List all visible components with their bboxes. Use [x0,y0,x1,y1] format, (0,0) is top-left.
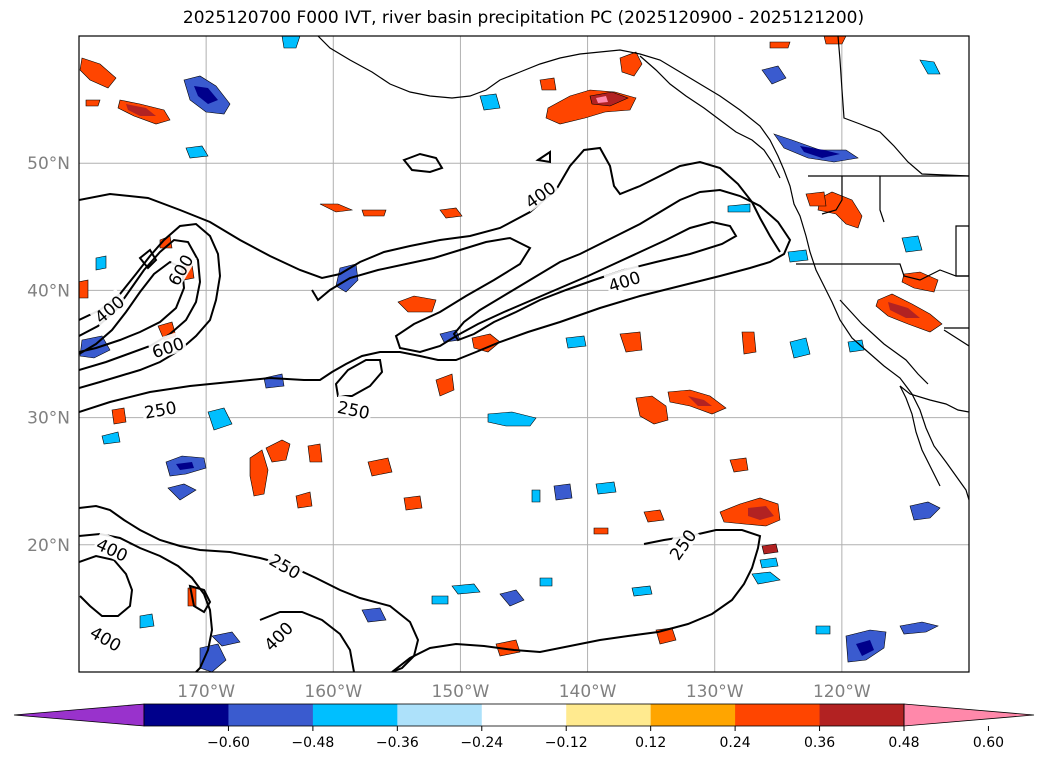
colorbar-segment [735,704,821,726]
lon-tick-label: 170°W [177,682,235,702]
colorbar-extend-min [13,703,145,727]
lon-tick-label: 160°W [304,682,362,702]
map-border [78,35,970,673]
lon-tick-label: 140°W [559,682,617,702]
map-title: 2025120700 F000 IVT, river basin precipi… [182,8,865,28]
coastlines [317,36,969,501]
colorbar-segment [228,704,314,726]
colorbar-tick-label: 0.60 [973,735,1004,751]
precip-negative-patches [79,36,941,672]
lon-tick-label: 130°W [686,682,744,702]
colorbar-segment [144,704,229,726]
colorbar: −0.60 −0.48 −0.36 −0.24 −0.12 0.12 0.24 0.36 0.4… [13,703,1035,751]
colorbar-segment [397,704,483,726]
lat-tick-label: 20°N [27,536,70,556]
lat-tick-label: 50°N [27,154,70,174]
colorbar-extend-max [903,703,1035,727]
lon-tick-label: 150°W [432,682,490,702]
colorbar-tick-label: −0.36 [376,735,419,751]
colorbar-segment [481,704,567,726]
latitude-tick-labels: 50°N 40°N 30°N 20°N [27,154,70,556]
colorbar-segment [650,704,736,726]
colorbar-segment [566,704,652,726]
map-background [79,36,969,672]
colorbar-segment [819,704,905,726]
colorbar-segment [312,704,398,726]
colorbar-tick-label: 0.48 [888,735,919,751]
colorbar-frame [143,703,905,727]
lon-tick-label: 120°W [813,682,871,702]
colorbar-tick-label: 0.12 [635,735,666,751]
lat-tick-label: 30°N [27,409,70,429]
colorbar-tick-label: 0.36 [804,735,835,751]
lat-tick-label: 40°N [27,281,70,301]
colorbar-tick-label: −0.12 [545,735,588,751]
colorbar-tick-label: −0.48 [291,735,334,751]
colorbar-tick-label: 0.24 [720,735,751,751]
longitude-tick-labels: 170°W 160°W 150°W 140°W 130°W 120°W [177,682,871,702]
colorbar-tick-label: −0.24 [460,735,503,751]
colorbar-tick-label: −0.60 [207,735,250,751]
